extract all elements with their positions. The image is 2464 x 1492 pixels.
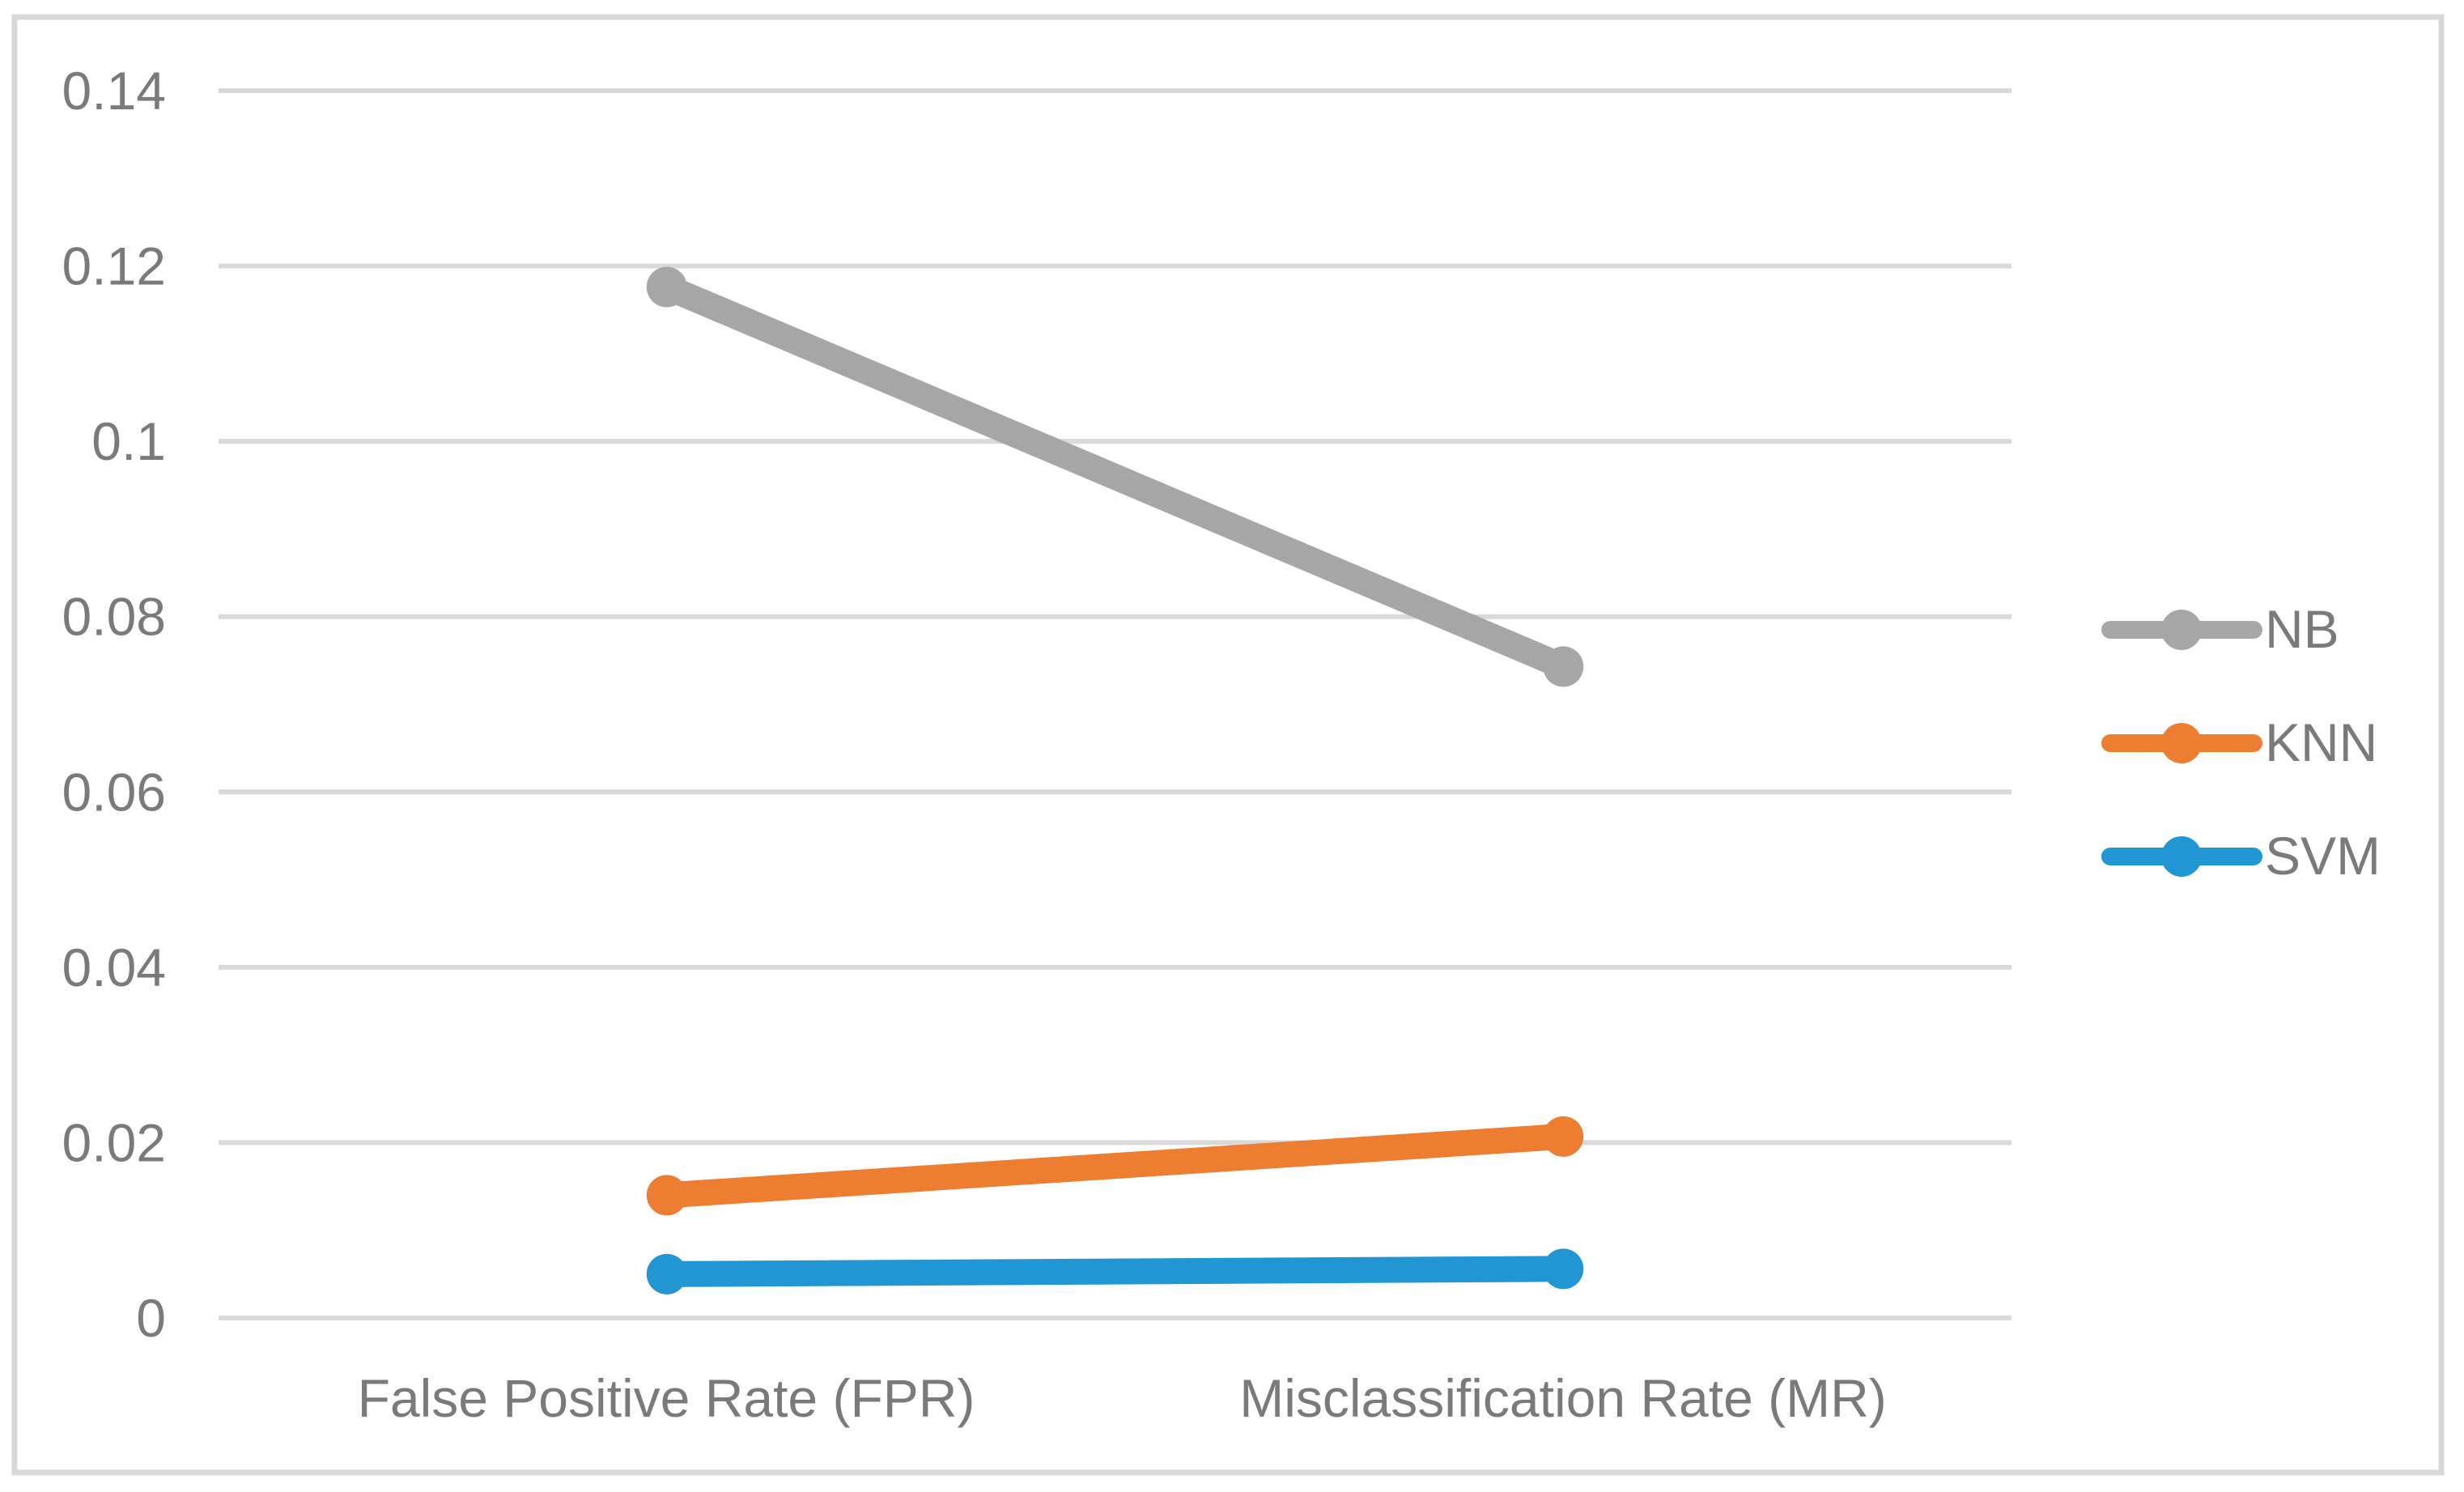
series-layer <box>646 266 1584 1294</box>
legend: NB KNN SVM <box>2101 599 2381 886</box>
data-point-marker-nb <box>1543 646 1584 687</box>
legend-label-svm: SVM <box>2265 826 2381 886</box>
x-axis-label-mr: Misclassification Rate (MR) <box>1239 1368 1886 1428</box>
series-line-svm <box>653 1256 1577 1287</box>
y-axis-tick-label: 0.12 <box>62 236 166 296</box>
data-point-marker-nb <box>646 266 687 308</box>
y-axis-tick-label: 0 <box>136 1288 166 1348</box>
data-point-marker-knn <box>646 1175 687 1216</box>
legend-item-svm: SVM <box>2101 826 2381 886</box>
series-line-nb <box>653 274 1577 680</box>
y-axis-tick-label: 0.02 <box>62 1112 166 1172</box>
data-point-marker-svm <box>646 1253 687 1294</box>
legend-item-nb: NB <box>2101 599 2339 659</box>
gridlines-layer <box>219 88 2012 1320</box>
chart-frame <box>11 14 2445 1476</box>
y-axis-tick-labels: 0 0.02 0.04 0.06 0.08 0.1 0.12 0.14 <box>62 61 166 1348</box>
legend-marker-dot-knn <box>2161 723 2202 763</box>
y-axis-tick-label: 0.08 <box>62 587 166 647</box>
legend-marker-dot-svm <box>2161 836 2202 877</box>
y-axis-tick-label: 0.14 <box>62 61 166 121</box>
data-point-marker-svm <box>1543 1248 1584 1290</box>
series-line-knn <box>653 1123 1577 1209</box>
y-axis-tick-label: 0.04 <box>62 937 166 997</box>
y-axis-tick-label: 0.1 <box>91 411 166 471</box>
x-axis-label-fpr: False Positive Rate (FPR) <box>358 1368 975 1428</box>
data-point-marker-knn <box>1543 1116 1584 1157</box>
legend-marker-dot-nb <box>2161 610 2202 650</box>
legend-label-knn: KNN <box>2265 712 2377 772</box>
y-axis-tick-label: 0.06 <box>62 762 166 822</box>
legend-label-nb: NB <box>2265 599 2339 659</box>
legend-item-knn: KNN <box>2101 712 2377 772</box>
